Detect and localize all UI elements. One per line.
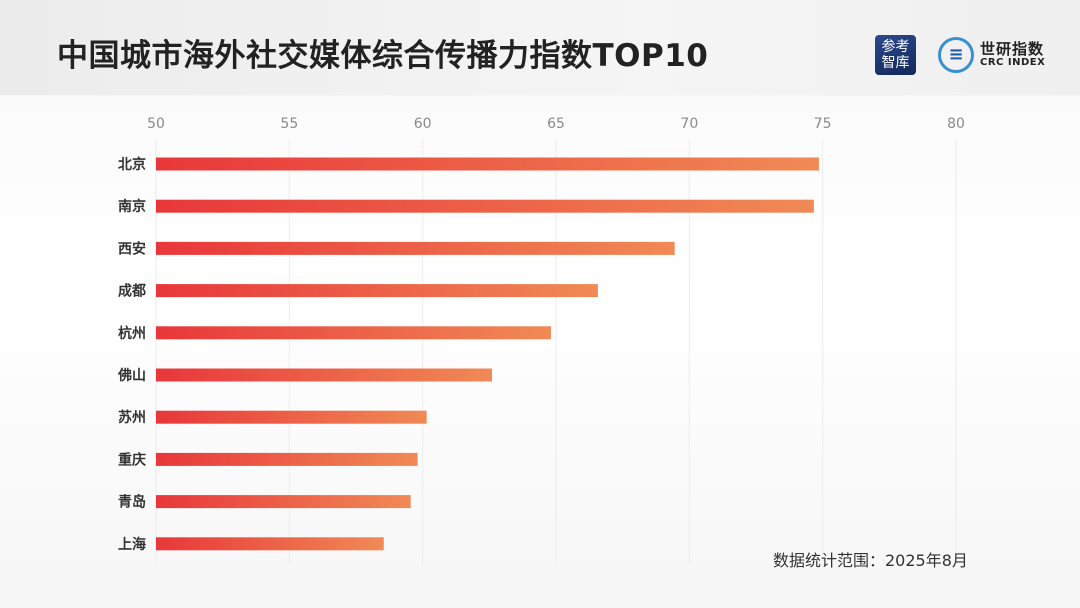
bar <box>156 537 384 551</box>
data-range-note: 数据统计范围：2025年8月 <box>773 551 968 570</box>
x-tick-label: 50 <box>147 116 165 132</box>
bar <box>156 284 598 298</box>
category-label: 北京 <box>118 156 146 173</box>
category-label: 西安 <box>118 240 146 257</box>
bar <box>156 326 551 340</box>
x-tick-label: 65 <box>547 116 565 132</box>
chart-title: 中国城市海外社交媒体综合传播力指数TOP10 <box>57 38 709 74</box>
category-label: 上海 <box>118 536 146 553</box>
bar <box>156 157 819 171</box>
crc-logo-cn: 世研指数 <box>980 40 1045 58</box>
bar <box>156 199 814 213</box>
bar <box>156 241 675 255</box>
crc-globe-icon: ≡ <box>938 37 974 73</box>
category-label: 成都 <box>118 283 146 300</box>
category-label: 南京 <box>118 198 146 215</box>
bar <box>156 410 427 424</box>
category-label: 苏州 <box>118 409 146 426</box>
x-tick-label: 70 <box>680 116 698 132</box>
category-label: 佛山 <box>117 367 146 384</box>
x-tick-label: 80 <box>947 116 965 132</box>
x-tick-label: 75 <box>814 116 832 132</box>
bar <box>156 452 418 466</box>
cankao-logo: 参考 智库 <box>875 35 916 75</box>
category-label: 青岛 <box>118 494 146 511</box>
x-tick-label: 60 <box>414 116 432 132</box>
category-label: 杭州 <box>118 325 146 342</box>
crc-logo-en: CRC INDEX <box>980 57 1046 68</box>
bar <box>156 368 492 382</box>
x-tick-label: 55 <box>280 116 298 132</box>
bar <box>156 495 411 509</box>
category-label: 重庆 <box>118 451 146 468</box>
